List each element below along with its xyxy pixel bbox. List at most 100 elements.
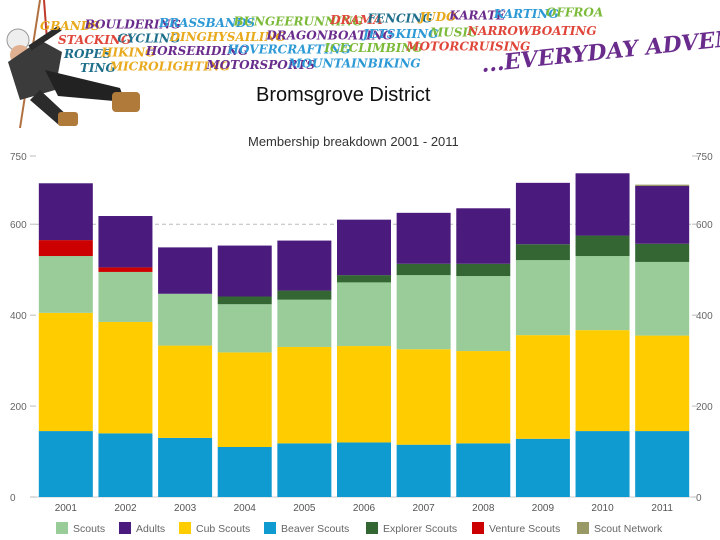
bar-segment-explorer-scouts — [277, 290, 332, 300]
banner-word: NARROWBOATING — [466, 24, 596, 38]
x-tick-label: 2007 — [413, 503, 436, 514]
bar-segment-scouts — [515, 260, 570, 336]
y-tick-label-right: 400 — [696, 311, 713, 322]
bar-segment-cub-scouts — [158, 345, 213, 438]
bar-segment-scouts — [635, 261, 690, 336]
bar-segment-venture-scouts — [98, 267, 153, 272]
bar-segment-beaver-scouts — [515, 438, 570, 497]
bar-segment-cub-scouts — [217, 352, 272, 447]
banner-word: MOTORCRUISING — [405, 40, 530, 54]
banner-word: STACKING — [58, 33, 131, 47]
bar-segment-beaver-scouts — [575, 431, 630, 497]
chart-title: Membership breakdown 2001 - 2011 — [248, 134, 459, 149]
bar-segment-beaver-scouts — [217, 446, 272, 497]
bar-segment-scouts — [277, 299, 332, 347]
banner-word: OFFROA — [546, 6, 603, 20]
banner-word: ICECLIMBING — [323, 41, 422, 55]
bar-segment-beaver-scouts — [337, 442, 391, 497]
bar-segment-explorer-scouts — [337, 275, 391, 283]
banner-word: MICROLIGHTING — [109, 60, 230, 74]
banner-word: ROPES — [63, 47, 112, 61]
bar-segment-scouts — [575, 256, 630, 331]
bar-segment-scouts — [456, 276, 511, 352]
bar-segment-adults — [515, 182, 570, 245]
bar-segment-cub-scouts — [456, 351, 511, 444]
x-tick-label: 2004 — [234, 503, 257, 514]
bar-segment-adults — [217, 245, 272, 297]
bar-segment-adults — [456, 208, 511, 264]
slide-title: Bromsgrove District — [256, 84, 431, 106]
legend-label: Beaver Scouts — [281, 523, 349, 535]
header-banner: GBANDS BOULDERING BRASSBANDS BUNGEERUNNING D… — [0, 0, 720, 128]
bar-segment-adults — [98, 216, 153, 268]
banner-word: HIKING — [100, 46, 155, 60]
bar-segment-beaver-scouts — [98, 433, 153, 497]
banner-word: MOUNTAINBIKING — [287, 57, 420, 71]
banner-word: DRAMA — [329, 13, 382, 27]
bar-segment-beaver-scouts — [277, 443, 332, 497]
legend-swatch — [264, 522, 276, 534]
bar-segment-beaver-scouts — [158, 437, 213, 497]
bar-segment-beaver-scouts — [456, 443, 511, 497]
bar-segment-beaver-scouts — [396, 444, 451, 497]
y-tick-label-left: 0 — [10, 493, 16, 504]
banner-word: HORSERIDING — [145, 44, 248, 58]
bar-segment-venture-scouts — [38, 240, 93, 257]
bar-segment-cub-scouts — [98, 321, 153, 434]
x-tick-label: 2006 — [353, 503, 376, 514]
x-axis-labels: 2001 2002 2003 2004 2005 2006 2007 2008 2009 2010… — [55, 503, 674, 514]
bar-segment-scout-network — [635, 184, 690, 187]
banner-word: BRASSBANDS — [158, 16, 255, 30]
x-tick-label: 2001 — [55, 503, 78, 514]
bar-segment-scouts — [337, 282, 391, 347]
banner-word: KARATE — [448, 9, 506, 23]
bar-segment-scouts — [396, 275, 451, 350]
banner-word: MOTORSPORTS — [205, 58, 315, 72]
legend-label: Scouts — [73, 523, 105, 535]
bar-segment-explorer-scouts — [217, 296, 272, 305]
bar-segment-scouts — [38, 256, 93, 313]
y-tick-label-left: 600 — [10, 220, 27, 231]
bar-segment-scouts — [158, 293, 213, 346]
bar-segment-adults — [396, 212, 451, 264]
bar-segment-explorer-scouts — [456, 263, 511, 277]
bar-segment-adults — [38, 183, 93, 241]
banner-word: DINGHYSAILING — [169, 30, 286, 44]
legend-label: Scout Network — [594, 523, 663, 535]
x-tick-label: 2009 — [532, 503, 555, 514]
y-tick-label-right: 750 — [696, 152, 713, 163]
y-tick-label-right: 200 — [696, 402, 713, 413]
banner-word: CYCLING — [118, 32, 181, 46]
climber-illustration — [6, 0, 140, 128]
banner-word: HOVERCRAFTING — [227, 43, 351, 57]
x-tick-label: 2010 — [591, 503, 614, 514]
y-tick-label-right: 0 — [696, 493, 702, 504]
legend-swatch — [179, 522, 191, 534]
bar-segment-adults — [575, 173, 630, 236]
bar-segment-explorer-scouts — [575, 235, 630, 257]
chart-legend: Scouts Adults Cub Scouts Beaver Scouts Explo… — [56, 522, 663, 535]
bar-segment-adults — [158, 247, 213, 294]
legend-label: Cub Scouts — [196, 523, 250, 535]
bar-segment-cub-scouts — [635, 335, 690, 432]
legend-label: Venture Scouts — [489, 523, 560, 535]
bar-segment-adults — [635, 186, 690, 244]
banner-graphic: GBANDSBOULDERINGBRASSBANDSBUNGEERUNNINGD… — [6, 0, 720, 128]
banner-word: TING — [80, 61, 116, 75]
bar-segment-adults — [337, 219, 391, 276]
bar-segment-adults — [277, 240, 332, 291]
banner-word: BUNGEERUNNING — [232, 15, 362, 29]
bar-segment-beaver-scouts — [38, 431, 93, 497]
banner-word: KARTING — [493, 7, 559, 21]
banner-word: JETSKIING — [361, 27, 438, 41]
y-tick-label-left: 400 — [10, 311, 27, 322]
legend-label: Explorer Scouts — [383, 523, 457, 535]
activity-word-cloud: GBANDSBOULDERINGBRASSBANDSBUNGEERUNNINGD… — [40, 6, 603, 76]
legend-swatch — [472, 522, 484, 534]
membership-chart: Membership breakdown 2001 - 2011 0 0 200 20… — [10, 134, 713, 535]
x-tick-label: 2005 — [293, 503, 316, 514]
bar-segment-cub-scouts — [337, 346, 391, 443]
banner-word: GBANDS — [40, 19, 100, 33]
banner-word: FENCING — [366, 12, 432, 26]
y-tick-label-right: 600 — [696, 220, 713, 231]
